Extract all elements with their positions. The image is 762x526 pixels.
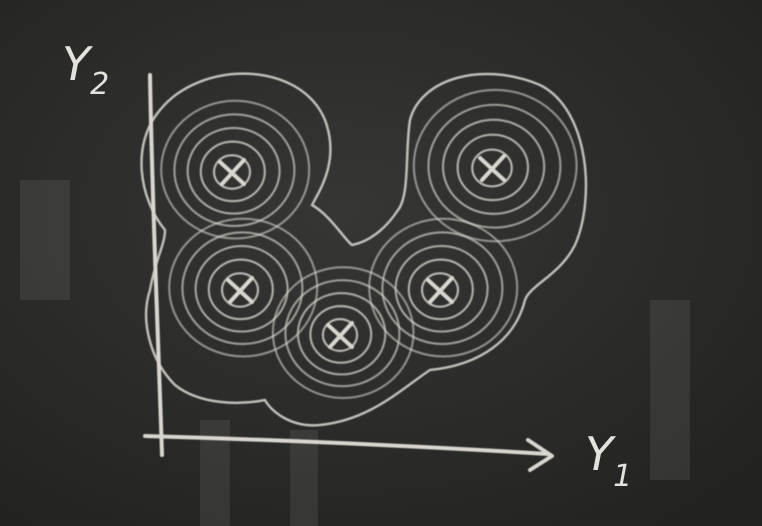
contour-ring — [407, 258, 474, 321]
cluster-cross — [478, 154, 506, 182]
outer-contour — [140, 72, 588, 427]
contour-ring — [181, 231, 304, 346]
contour-ring — [321, 317, 359, 353]
contour-ring — [368, 217, 519, 358]
contour-ring — [284, 279, 401, 388]
contour-ring — [271, 266, 415, 400]
drawing — [140, 72, 588, 472]
contour-ring — [456, 133, 530, 202]
cluster-cross — [426, 276, 454, 304]
y-label-subscript: 2 — [90, 67, 109, 102]
cluster-cross — [226, 276, 254, 304]
x-axis-arrow — [526, 438, 554, 472]
contour-ring — [220, 272, 260, 308]
y-axis-label: Y2 — [62, 37, 109, 102]
contour-ring — [207, 258, 274, 321]
smudges — [20, 180, 690, 526]
contour-ring — [427, 103, 562, 229]
contour-ring — [412, 88, 578, 243]
contour-ring — [441, 118, 546, 215]
contour-ring — [420, 272, 460, 308]
cluster-cross — [218, 158, 246, 186]
y-label-letter: Y — [62, 37, 94, 91]
contour-ring — [194, 244, 289, 333]
contour-ring — [296, 292, 387, 376]
contour-ring — [212, 154, 252, 190]
x-axis-label: Y1 — [585, 427, 632, 494]
contour-ring — [186, 126, 281, 215]
contour-ring — [199, 140, 266, 203]
x-label-letter: Y — [585, 427, 617, 481]
contour-ring — [173, 113, 296, 228]
contour-ring — [394, 244, 489, 333]
cluster-cross — [326, 321, 354, 349]
x-label-subscript: 1 — [613, 459, 632, 494]
contour-ring — [309, 305, 373, 364]
contour-ring — [168, 217, 319, 358]
contour-ring — [471, 148, 513, 188]
contour-ring — [160, 99, 311, 240]
contour-ring — [381, 231, 504, 346]
x-axis — [143, 434, 550, 456]
